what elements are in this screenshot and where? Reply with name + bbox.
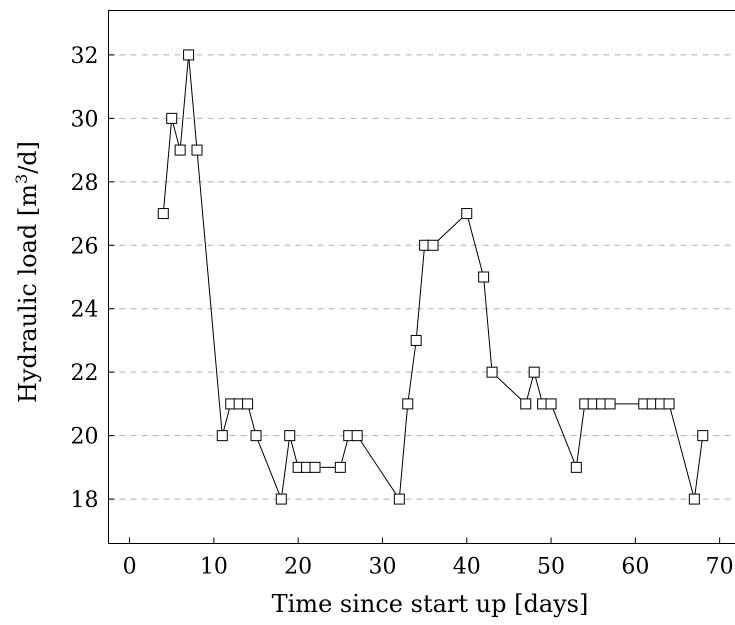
data-point xyxy=(427,239,439,251)
y-axis-title-tail: /d] xyxy=(14,141,42,174)
x-tick-label: 50 xyxy=(537,555,565,580)
data-line xyxy=(162,54,704,500)
y-tick-label: 28 xyxy=(71,171,99,196)
y-axis-title-superscript: 3 xyxy=(12,174,31,184)
series-line xyxy=(162,54,704,500)
y-axis-title-main: Hydraulic load [m xyxy=(14,184,42,403)
data-markers xyxy=(157,49,709,505)
y-tick-label: 24 xyxy=(71,298,99,323)
data-point xyxy=(275,493,287,505)
data-point xyxy=(402,398,414,410)
data-point xyxy=(284,430,296,442)
plot-frame xyxy=(108,10,735,544)
data-point xyxy=(697,430,709,442)
data-point xyxy=(334,461,346,473)
y-tick-label: 22 xyxy=(71,361,99,386)
data-point xyxy=(250,430,262,442)
x-tick-label: 30 xyxy=(368,555,396,580)
data-point xyxy=(486,366,498,378)
data-point xyxy=(351,430,363,442)
x-tick-label: 10 xyxy=(200,555,228,580)
data-point xyxy=(174,144,186,156)
data-point xyxy=(216,430,228,442)
data-point xyxy=(604,398,616,410)
y-tick-label: 26 xyxy=(71,234,99,259)
y-axis-title: Hydraulic load [m3/d] xyxy=(12,141,42,403)
axis-ticks: 18 20 22 24 26 28 30 32 0 10 20 30 40 50 60 70 xyxy=(71,44,734,580)
x-tick-label: 40 xyxy=(453,555,481,580)
data-point xyxy=(545,398,557,410)
data-point xyxy=(461,208,473,220)
x-axis-title: Time since start up [days] xyxy=(272,590,589,618)
x-tick-label: 0 xyxy=(123,555,137,580)
y-tick-label: 18 xyxy=(71,488,99,513)
data-point xyxy=(570,461,582,473)
x-tick-label: 60 xyxy=(621,555,649,580)
y-tick-label: 32 xyxy=(71,44,99,69)
x-tick-label: 20 xyxy=(284,555,312,580)
data-point xyxy=(410,334,422,346)
y-tick-label: 30 xyxy=(71,107,99,132)
data-point xyxy=(688,493,700,505)
data-point xyxy=(191,144,203,156)
x-tick-label: 70 xyxy=(706,555,734,580)
data-point xyxy=(393,493,405,505)
data-point xyxy=(242,398,254,410)
data-point xyxy=(183,49,195,61)
data-point xyxy=(157,208,169,220)
data-point xyxy=(520,398,532,410)
data-point xyxy=(663,398,675,410)
data-point xyxy=(166,112,178,124)
data-point xyxy=(309,461,321,473)
y-tick-label: 20 xyxy=(71,425,99,450)
data-point xyxy=(478,271,490,283)
data-point xyxy=(528,366,540,378)
